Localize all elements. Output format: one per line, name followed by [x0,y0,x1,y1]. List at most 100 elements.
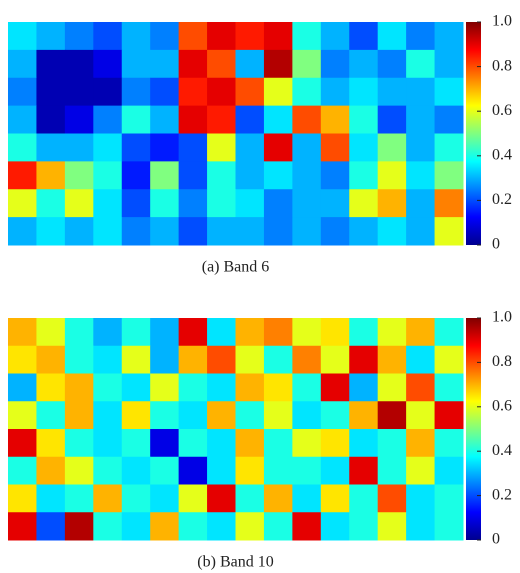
colorbar-tick-label: 0 [492,531,500,548]
heatmap-cell [292,373,322,402]
heatmap-cell [377,105,407,134]
heatmap-cell [178,401,208,430]
colorbar-tick-label: 0.4 [492,146,512,163]
heatmap-cell [377,217,407,246]
heatmap-cell [178,456,208,485]
heatmap-cell [207,49,236,79]
heatmap-cell [292,429,322,458]
heatmap-cell [36,22,66,51]
heatmap-cell [235,401,265,430]
heatmap-cell [434,373,464,402]
heatmap-cell [235,22,265,51]
heatmap-cell [263,133,293,162]
heatmap-cell [150,456,180,485]
heatmap-cell [235,318,265,347]
heatmap-cell [434,401,464,430]
heatmap-cell [263,512,293,541]
heatmap-cell [434,484,464,513]
heatmap-cell [292,77,322,107]
heatmap-cell [93,105,123,134]
heatmap-cell [8,133,37,162]
heatmap-cell [406,22,436,51]
heatmap-cell [434,49,464,79]
heatmap-cell [64,318,94,347]
colorbar-tick-label: 0.8 [492,57,512,74]
heatmap-cell [320,512,350,541]
heatmap-cell [178,161,208,190]
heatmap-cell [377,429,407,458]
heatmap-cell [406,373,436,402]
heatmap-cell [121,401,151,430]
heatmap-cell [93,484,123,513]
heatmap-cell [349,217,379,246]
heatmap-cell [8,345,37,374]
heatmap-cell [121,217,151,246]
caption: (b) Band 10 [197,554,273,571]
heatmap-cell [207,318,236,347]
heatmap-cell [93,22,123,51]
heatmap-cell [263,429,293,458]
heatmap-cell [320,49,350,79]
heatmap-cell [434,429,464,458]
heatmap-cell [178,77,208,107]
heatmap-cell [121,484,151,513]
heatmap-cell [434,217,464,246]
heatmap-cell [320,161,350,190]
heatmap-cell [8,22,37,51]
heatmap-cell [178,189,208,218]
heatmap-cell [121,189,151,218]
heatmap-cell [207,373,236,402]
heatmap-cell [263,49,293,79]
heatmap-cell [36,189,66,218]
heatmap-cell [178,484,208,513]
heatmap-cell [292,217,322,246]
heatmap-cell [8,49,37,79]
heatmap-cell [292,22,322,51]
heatmap-cell [320,105,350,134]
heatmap-cell [349,401,379,430]
heatmap-cell [8,77,37,107]
heatmap-cell [36,345,66,374]
colorbar-tick-label: 1.0 [492,309,512,326]
heatmap-cell [320,401,350,430]
heatmap-cell [263,484,293,513]
heatmap-cell [207,133,236,162]
colorbar-tick-label: 1.0 [492,13,512,30]
heatmap-cell [150,429,180,458]
heatmap-cell [320,22,350,51]
heatmap-cell [121,456,151,485]
colorbar-tick-label: 0.2 [492,486,512,503]
colorbar-tick-label: 0.2 [492,191,512,208]
heatmap-cell [320,77,350,107]
heatmap-cell [349,105,379,134]
heatmap-cell [434,189,464,218]
heatmap-cell [150,217,180,246]
heatmap-cell [377,318,407,347]
heatmap-cell [349,318,379,347]
heatmap-cell [292,189,322,218]
colorbar-tick-label: 0 [492,236,500,253]
heatmap-cell [121,77,151,107]
heatmap-cell [207,105,236,134]
heatmap-cell [263,318,293,347]
heatmap-cell [320,484,350,513]
heatmap-cell [377,401,407,430]
heatmap-cell [178,217,208,246]
heatmap-cell [207,456,236,485]
heatmap-cell [207,77,236,107]
heatmap-cell [263,456,293,485]
heatmap-cell [36,105,66,134]
heatmap-cell [36,77,66,107]
heatmap-cell [263,217,293,246]
colorbar-tick-label: 0.4 [492,442,512,459]
heatmap-cell [377,189,407,218]
heatmap-cell [64,401,94,430]
heatmap-cell [263,105,293,134]
heatmap-cell [349,161,379,190]
heatmap-cell [178,373,208,402]
heatmap-cell [93,512,123,541]
heatmap-cell [150,373,180,402]
heatmap-cell [377,77,407,107]
heatmap-cell [406,49,436,79]
